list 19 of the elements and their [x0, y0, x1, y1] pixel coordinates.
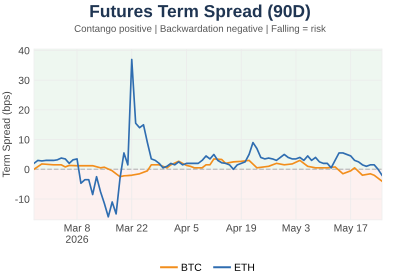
- chart-subtitle: Contango positive | Backwardation negative | Falling = risk: [74, 24, 326, 34]
- y-tick-label: 30: [18, 76, 30, 84]
- x-tick-label: Apr 19: [226, 224, 256, 234]
- y-tick-label: 0: [24, 166, 30, 174]
- y-tick-label: -10: [15, 196, 30, 203]
- x-tick-label: May 17: [334, 224, 368, 234]
- x-tick-label: Mar 8 2026: [64, 224, 90, 243]
- legend-label: ETH: [234, 264, 254, 271]
- line-series: [34, 158, 382, 182]
- legend-label: BTC: [182, 264, 202, 271]
- line-series: [34, 58, 382, 218]
- y-tick-label: 10: [19, 136, 30, 144]
- x-tick-label: Apr 5: [174, 224, 199, 234]
- y-axis-title: Term Spread (bps): [2, 92, 12, 178]
- chart-title: Futures Term Spread (90D): [90, 4, 310, 21]
- y-tick-label: 40: [18, 46, 30, 54]
- y-tick-label: 20: [18, 106, 30, 114]
- x-tick-label: May 3: [282, 224, 310, 234]
- x-tick-label: Mar 22: [116, 224, 148, 232]
